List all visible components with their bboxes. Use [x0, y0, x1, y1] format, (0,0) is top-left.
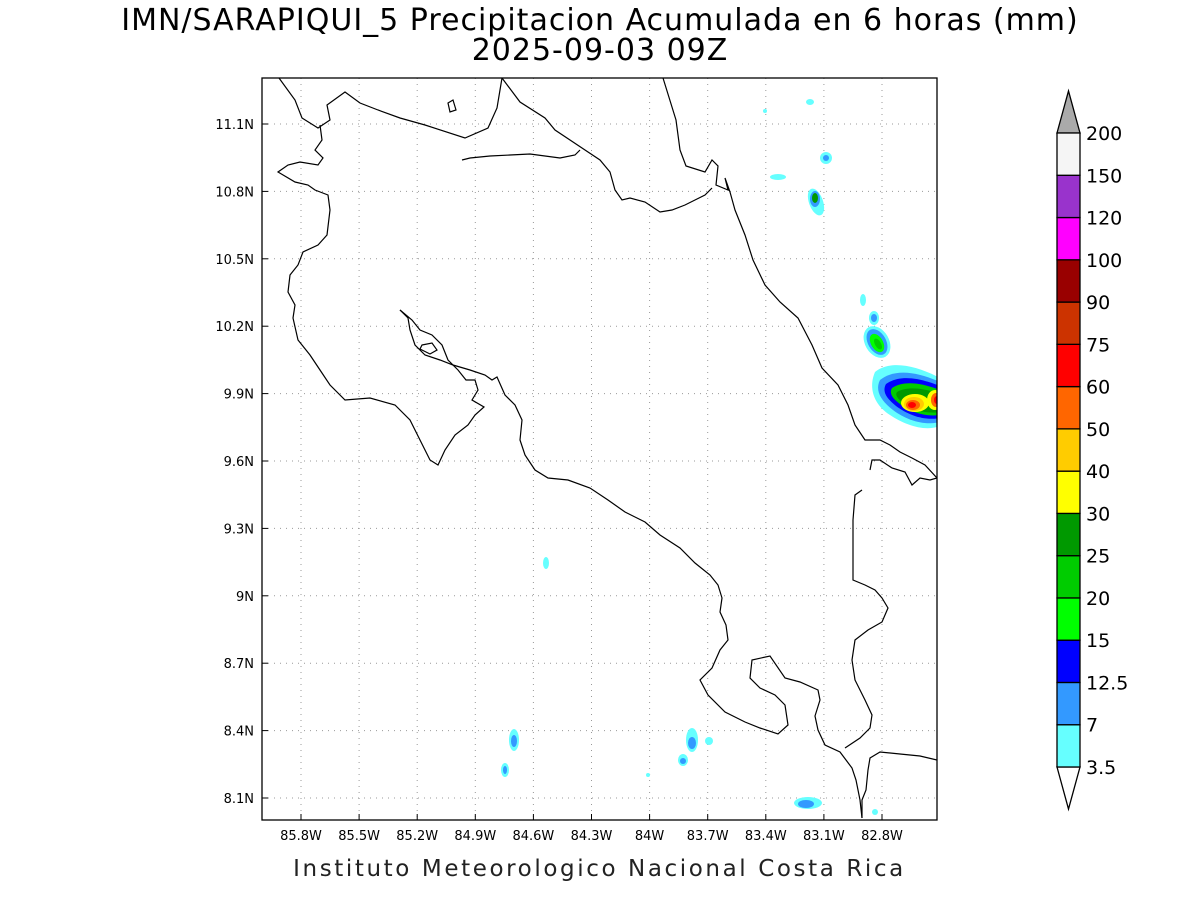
- legend-label: 200: [1086, 123, 1122, 145]
- y-tick-label: 9.6N: [224, 455, 254, 470]
- legend-label: 40: [1086, 461, 1110, 483]
- legend-label: 7: [1086, 715, 1098, 737]
- legend-label: 15: [1086, 630, 1110, 652]
- legend-swatch: [1056, 639, 1081, 684]
- national-border: [461, 149, 937, 749]
- legend-swatch: [1056, 555, 1081, 599]
- legend-label: 20: [1086, 588, 1110, 610]
- legend-swatch: [1056, 132, 1081, 176]
- y-tick-label: 10.2N: [215, 320, 254, 335]
- legend-swatch: [1056, 428, 1081, 472]
- y-tick-label: 10.8N: [215, 185, 254, 200]
- legend-swatch: [1056, 724, 1081, 768]
- coastline: [276, 78, 937, 819]
- legend-swatch: [1056, 470, 1081, 515]
- rain-cell-caribbean: [872, 365, 937, 429]
- y-tick-label: 9.9N: [224, 388, 254, 403]
- rain-cell-northeast: [763, 99, 832, 216]
- y-tick-label: 10.5N: [215, 253, 254, 268]
- y-tick-label: 8.1N: [224, 792, 254, 807]
- legend-label: 50: [1086, 419, 1110, 441]
- x-tick-label: 85.2W: [396, 829, 438, 844]
- institution-credit: Instituto Meteorologico Nacional Costa R…: [293, 856, 906, 882]
- x-tick-label: 84W: [635, 829, 665, 844]
- x-tick-label: 85.5W: [338, 829, 380, 844]
- rain-cells-south: [501, 557, 878, 815]
- x-tick-label: 82.8W: [861, 829, 903, 844]
- x-tick-label: 83.1W: [803, 829, 845, 844]
- latitude-ticks: 11.1N 10.8N 10.5N 10.2N 9.9N 9.6N 9.3N 9N 8.7N 8.…: [215, 118, 268, 807]
- map-timestamp: 2025-09-03 09Z: [471, 33, 729, 68]
- legend-swatch: [1056, 512, 1081, 557]
- legend-swatch: [1056, 174, 1081, 219]
- plot-frame: [261, 77, 938, 821]
- legend-label: 150: [1086, 165, 1122, 187]
- x-tick-label: 84.6W: [512, 829, 554, 844]
- x-tick-label: 83.7W: [687, 829, 729, 844]
- legend-swatch: [1056, 216, 1081, 261]
- y-tick-label: 9N: [236, 590, 254, 605]
- legend-over-arrow: [1056, 88, 1081, 134]
- rain-cell-north-caribbean: [860, 294, 891, 358]
- precipitation-legend: 3.5 7 12.5 15 20 25 30 40 50 60 75 90 100 120 150 200: [1056, 88, 1128, 812]
- legend-label: 90: [1086, 292, 1110, 314]
- legend-swatch: [1056, 681, 1081, 726]
- legend-label: 75: [1086, 334, 1110, 356]
- y-tick-label: 8.7N: [224, 657, 254, 672]
- y-tick-label: 8.4N: [224, 725, 254, 740]
- legend-label: 3.5: [1086, 757, 1116, 779]
- x-tick-label: 84.9W: [454, 829, 496, 844]
- legend-swatch: [1056, 343, 1081, 388]
- graticule: [262, 78, 937, 820]
- x-tick-label: 84.3W: [571, 829, 613, 844]
- x-tick-label: 83.4W: [745, 829, 787, 844]
- legend-under-arrow: [1056, 766, 1081, 812]
- y-tick-label: 9.3N: [224, 522, 254, 537]
- x-tick-label: 85.8W: [280, 829, 322, 844]
- plot-area: [262, 78, 937, 820]
- precipitation-cells: [501, 99, 937, 815]
- legend-label: 60: [1086, 377, 1110, 399]
- legend-swatch: [1056, 597, 1081, 641]
- legend-label: 120: [1086, 208, 1122, 230]
- legend-swatch: [1056, 301, 1081, 345]
- map-title: IMN/SARAPIQUI_5 Precipitacion Acumulada …: [121, 3, 1079, 38]
- legend-swatch: [1056, 385, 1081, 430]
- legend-label: 25: [1086, 546, 1110, 568]
- legend-swatch: [1056, 259, 1081, 303]
- legend-label: 100: [1086, 250, 1122, 272]
- longitude-ticks: 85.8W 85.5W 85.2W 84.9W 84.6W 84.3W 84W 83.7W 83…: [280, 814, 903, 844]
- y-tick-label: 11.1N: [215, 118, 254, 133]
- legend-label: 30: [1086, 503, 1110, 525]
- legend-label: 12.5: [1086, 672, 1128, 694]
